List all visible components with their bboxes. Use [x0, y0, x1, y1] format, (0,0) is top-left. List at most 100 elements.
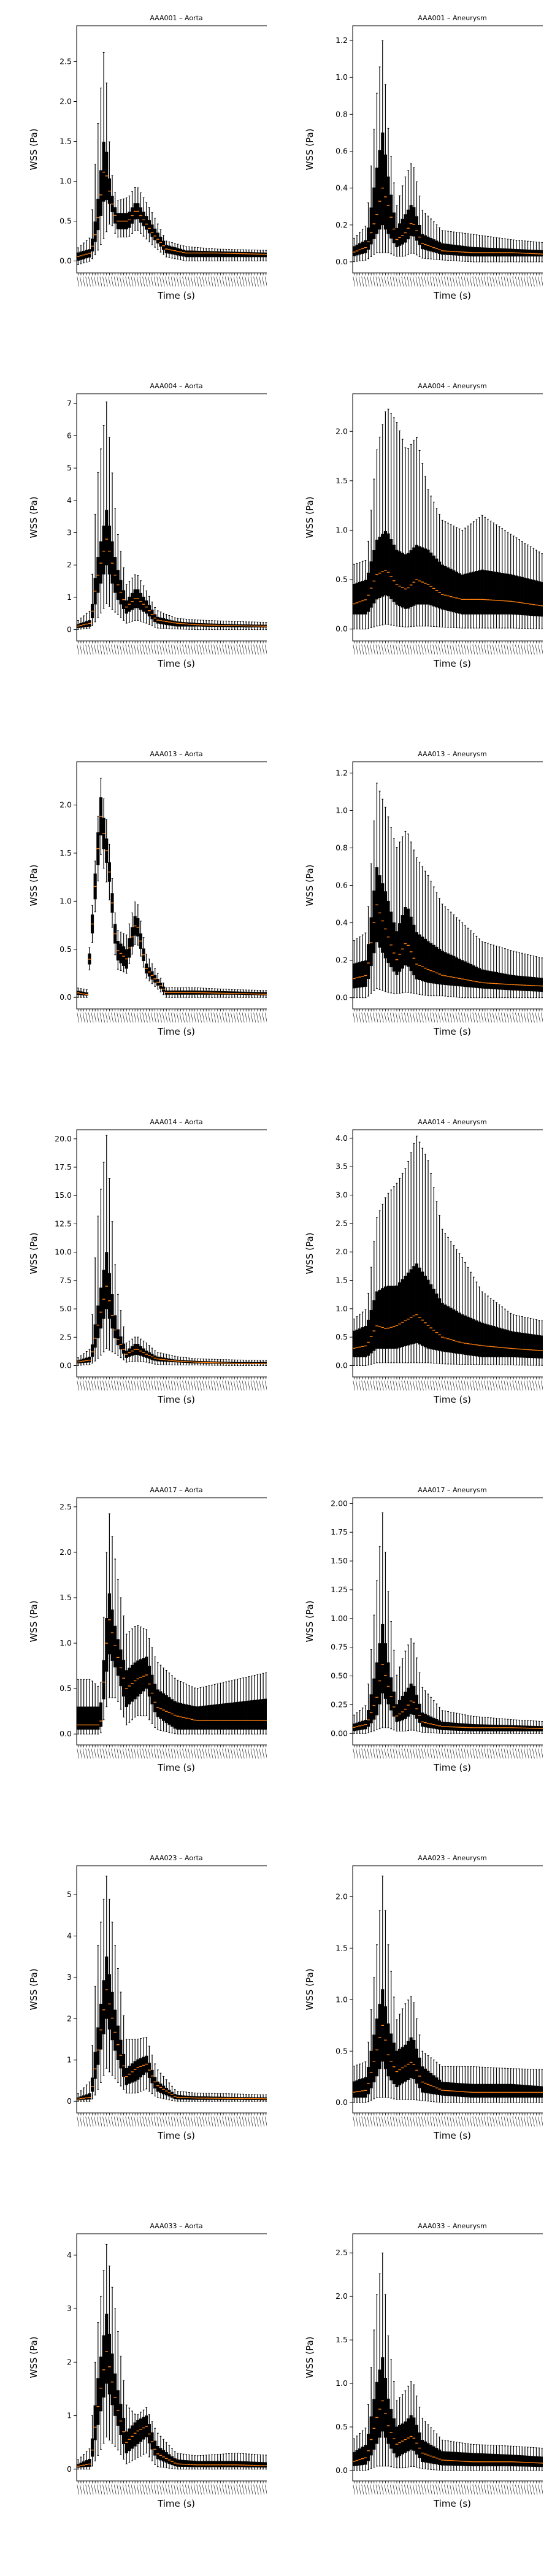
box-body [375, 1291, 379, 1349]
x-tick-glyph [512, 1012, 515, 1023]
box-60 [520, 1316, 524, 1366]
box-body [178, 621, 183, 627]
x-tick-glyph [538, 1012, 541, 1023]
x-tick-glyph [134, 1012, 137, 1023]
box-body [435, 946, 439, 984]
x-tick-glyph [96, 1380, 99, 1391]
x-tick-glyph [458, 1012, 461, 1023]
x-tick-glyph [455, 276, 458, 287]
box-23 [139, 921, 143, 957]
box-37 [454, 527, 459, 629]
box-58 [515, 240, 518, 263]
x-tick-glyph [378, 276, 381, 287]
box-54 [227, 1359, 231, 1366]
box-60 [520, 953, 524, 999]
x-tick-glyph [407, 276, 410, 287]
x-tick-glyph [196, 1380, 199, 1391]
box-59 [518, 539, 521, 629]
x-tick-glyph [174, 1380, 177, 1391]
box-26 [423, 870, 427, 996]
x-tick-glyph [179, 276, 182, 287]
box-body [210, 251, 214, 258]
box-27 [426, 215, 430, 259]
box-body [383, 531, 387, 596]
box-56 [233, 1359, 237, 1366]
x-tick-glyph [393, 276, 396, 287]
box-13 [110, 472, 114, 610]
x-tick-glyph [174, 1012, 177, 1023]
box-18 [401, 836, 404, 994]
box-body [449, 244, 453, 256]
box-19 [128, 1340, 131, 1362]
box-28 [429, 881, 433, 997]
x-tick-glyph [418, 644, 421, 655]
y-tick-label: 0.5 [59, 217, 72, 226]
box-24 [418, 1141, 421, 1363]
box-body [454, 245, 459, 256]
y-tick-label: 2.5 [59, 57, 72, 66]
box-29 [432, 886, 435, 997]
x-tick-glyph [521, 1012, 524, 1023]
box-body [383, 154, 387, 230]
box-30 [159, 611, 163, 629]
box-36 [452, 231, 456, 261]
x-tick-glyph [207, 1012, 210, 1023]
x-tick-glyph [518, 276, 521, 287]
median-marks [353, 570, 543, 607]
y-tick-label: 1.5 [335, 476, 348, 485]
box-body [446, 953, 450, 986]
box-19 [128, 195, 131, 237]
box-41 [466, 526, 470, 629]
box-21 [133, 901, 137, 945]
box-body [139, 207, 143, 223]
box-26 [147, 958, 151, 981]
x-tick-glyph [213, 644, 217, 655]
box-body [193, 250, 197, 258]
box-body [369, 1309, 373, 1354]
box-body [173, 621, 177, 627]
box-body [506, 573, 510, 615]
x-tick-glyph [165, 644, 168, 655]
box-46 [204, 248, 208, 261]
x-tick-glyph [452, 276, 455, 287]
box-body [185, 250, 188, 258]
box-6 [366, 1292, 370, 1366]
box-body [486, 970, 490, 989]
box-53 [500, 528, 504, 629]
box-30 [435, 224, 439, 260]
y-tick-label: 1.2 [335, 768, 348, 777]
x-axis-label: Time (s) [157, 1026, 195, 1037]
box-4 [361, 1311, 364, 1366]
box-65 [258, 990, 263, 998]
x-tick-glyph [94, 1380, 97, 1391]
y-tick-label: 15.0 [55, 1190, 72, 1200]
box-body [458, 959, 461, 987]
box-9 [99, 448, 103, 613]
box-body [440, 564, 444, 610]
x-tick-glyph [467, 276, 469, 287]
box-5 [88, 1349, 91, 1365]
box-5 [88, 947, 91, 970]
x-tick-glyph [441, 276, 444, 287]
x-tick-glyph [162, 1012, 165, 1023]
box-body [250, 252, 254, 258]
x-tick-glyph [117, 1012, 120, 1023]
x-tick-glyph [96, 644, 99, 655]
box-body [398, 923, 402, 972]
x-tick-glyph [407, 1012, 410, 1023]
box-body [102, 1270, 105, 1319]
box-body [469, 1317, 473, 1356]
x-tick-glyph [148, 276, 151, 287]
box-14 [389, 156, 393, 255]
box-19 [404, 176, 407, 256]
box-11 [105, 82, 109, 232]
box-body [523, 577, 527, 616]
x-tick-glyph [145, 276, 148, 287]
box-body [199, 250, 202, 258]
box-body [529, 976, 532, 992]
box-body [375, 167, 379, 234]
box-body [461, 574, 464, 615]
box-29 [156, 610, 159, 629]
x-tick-glyph [188, 1380, 191, 1391]
x-tick-glyph [264, 1380, 267, 1390]
